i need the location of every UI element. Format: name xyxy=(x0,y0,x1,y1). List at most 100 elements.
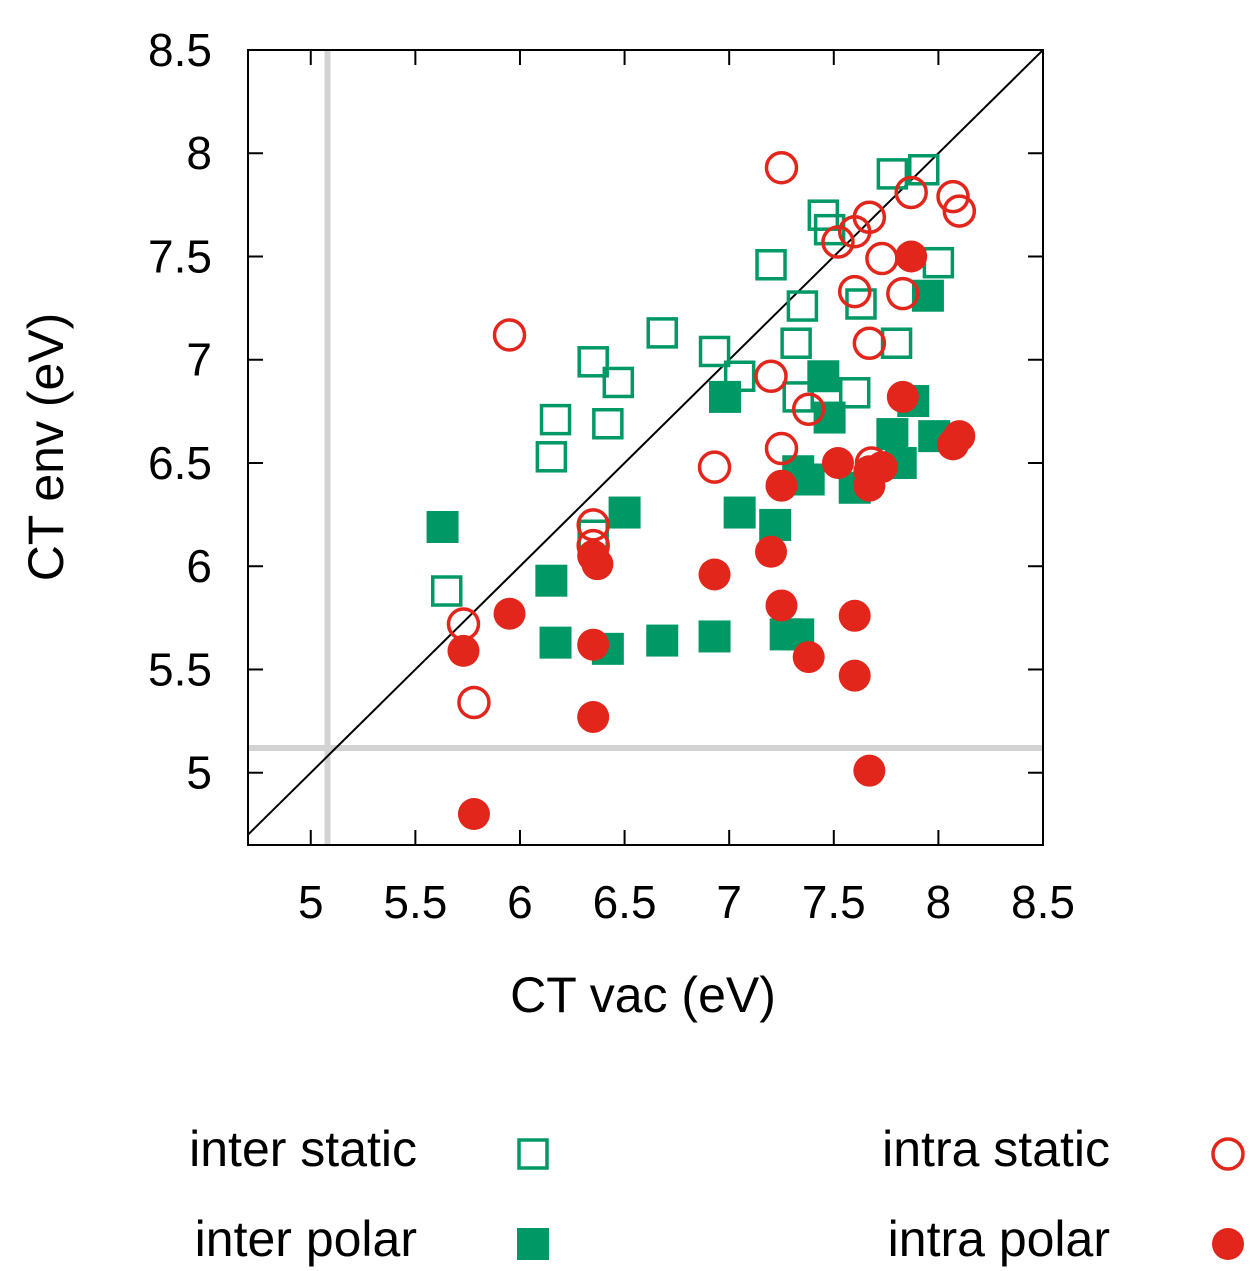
x-tick-label: 8 xyxy=(926,876,952,928)
data-point xyxy=(457,685,491,720)
data-point xyxy=(535,564,568,597)
x-tick-label: 7 xyxy=(716,876,742,928)
y-tick-label: 6 xyxy=(186,540,212,592)
data-point xyxy=(876,418,909,451)
series-inter-static xyxy=(431,154,955,607)
data-point xyxy=(922,246,955,279)
data-point xyxy=(581,548,614,581)
x-tick-label: 7.5 xyxy=(802,876,866,928)
legend-label: inter static xyxy=(189,1121,417,1177)
data-point xyxy=(813,401,846,434)
legend-marker xyxy=(517,1138,549,1170)
data-point xyxy=(895,240,928,273)
series-intra-polar xyxy=(447,240,976,831)
y-tick-label: 5.5 xyxy=(148,643,212,695)
data-point xyxy=(936,179,970,214)
x-axis-title: CT vac (eV) xyxy=(510,967,776,1023)
data-point xyxy=(837,274,872,309)
data-point xyxy=(792,463,825,496)
data-point xyxy=(865,451,898,484)
data-point xyxy=(535,441,568,473)
data-point xyxy=(602,366,635,399)
data-point xyxy=(698,558,731,591)
data-point xyxy=(698,335,731,368)
data-point xyxy=(754,359,788,394)
data-point xyxy=(838,377,871,409)
data-point xyxy=(764,150,799,185)
legend-item: inter polar xyxy=(195,1211,549,1267)
y-tick-label: 6.5 xyxy=(148,437,212,489)
data-point xyxy=(539,403,572,436)
data-point xyxy=(908,154,940,186)
plot-frame xyxy=(247,49,1044,846)
data-point xyxy=(764,431,799,466)
legend-item: intra polar xyxy=(888,1211,1244,1267)
data-point xyxy=(759,508,792,541)
data-point xyxy=(786,290,819,322)
data-point xyxy=(755,249,787,281)
data-point xyxy=(577,700,610,733)
data-point xyxy=(780,327,812,359)
y-tick-label: 7.5 xyxy=(148,230,212,282)
data-point xyxy=(493,597,526,630)
y-axis-title: CT env (eV) xyxy=(18,313,74,582)
y-tick-label: 5 xyxy=(186,747,212,799)
data-point xyxy=(765,589,798,622)
legend: inter static inter polar intra static intra… xyxy=(189,1121,1245,1267)
data-point xyxy=(792,641,825,674)
legend-label: inter polar xyxy=(195,1211,417,1267)
data-point xyxy=(765,469,798,502)
data-point xyxy=(539,626,572,659)
data-point xyxy=(943,420,976,453)
data-point xyxy=(446,607,481,641)
data-points-layer xyxy=(426,150,977,831)
data-point xyxy=(492,318,527,352)
data-point xyxy=(723,496,756,529)
data-point xyxy=(698,620,731,653)
y-tick-label: 8.5 xyxy=(148,24,212,76)
x-tick-label: 6 xyxy=(507,876,533,928)
data-point xyxy=(886,276,920,311)
data-point xyxy=(447,634,480,667)
data-point xyxy=(894,175,928,210)
legend-marker xyxy=(517,1228,549,1260)
data-point xyxy=(791,392,826,427)
data-point xyxy=(697,450,732,484)
x-axis-ticks: 5 5.5 6 6.5 7 7.5 8 8.5 xyxy=(298,50,1075,928)
data-point xyxy=(709,380,741,413)
data-point xyxy=(577,346,609,378)
data-point xyxy=(646,317,678,349)
data-point xyxy=(782,381,814,413)
data-point xyxy=(577,628,610,661)
legend-marker xyxy=(1212,1228,1244,1260)
data-point xyxy=(838,659,871,692)
x-tick-label: 6.5 xyxy=(593,876,657,928)
legend-item: inter static xyxy=(189,1121,549,1177)
data-point xyxy=(865,241,899,276)
legend-label: intra polar xyxy=(888,1211,1110,1267)
data-point xyxy=(853,754,886,787)
x-tick-label: 8.5 xyxy=(1011,876,1075,928)
data-point xyxy=(431,575,463,607)
y-tick-label: 7 xyxy=(186,334,212,386)
data-point xyxy=(821,446,854,479)
data-point xyxy=(646,624,679,657)
legend-label: intra static xyxy=(882,1121,1110,1177)
data-point xyxy=(426,511,459,543)
data-point xyxy=(755,535,788,568)
data-point xyxy=(821,225,855,259)
data-point xyxy=(852,326,887,360)
data-point xyxy=(807,360,840,393)
series-intra-static xyxy=(446,150,977,720)
data-point xyxy=(608,496,641,529)
data-point xyxy=(886,380,919,413)
data-point xyxy=(592,408,624,440)
reference-lines xyxy=(248,50,1043,845)
legend-item: intra static xyxy=(882,1121,1245,1177)
data-point xyxy=(838,599,871,632)
y-tick-label: 8 xyxy=(186,127,212,179)
y-axis-ticks: 5 5.5 6 6.5 7 7.5 8 8.5 xyxy=(148,24,1043,799)
data-point xyxy=(852,200,887,235)
x-tick-label: 5.5 xyxy=(383,876,447,928)
